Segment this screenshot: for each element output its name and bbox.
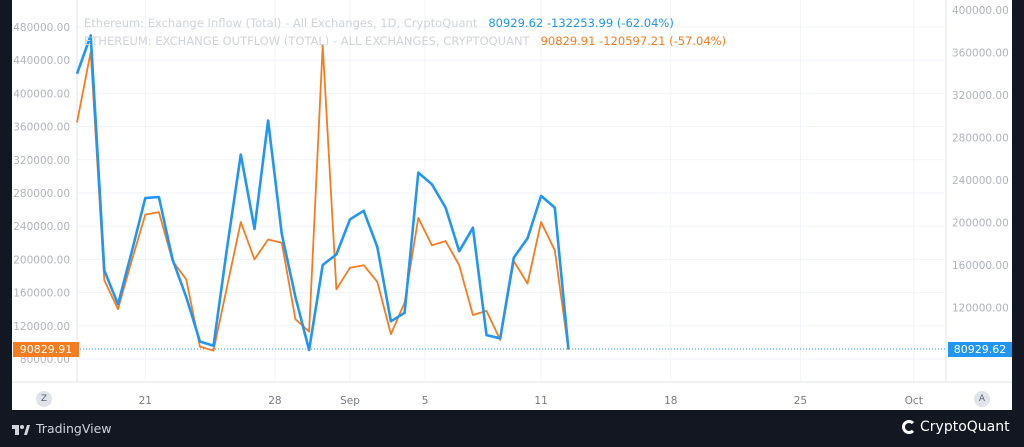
x-tick-label: 5 [422, 395, 429, 407]
left-tick-label: 200000.00 [13, 254, 70, 266]
right-tick-label: 160000.00 [952, 260, 1009, 272]
cryptoquant-icon [902, 420, 916, 434]
series-line-inflow [75, 34, 570, 352]
left-tick-label: 360000.00 [13, 122, 70, 134]
tradingview-label: TradingView [36, 421, 112, 436]
legend-inflow-name: Ethereum: Exchange Inflow (Total) - All … [84, 16, 478, 30]
right-tick-label: 120000.00 [952, 303, 1009, 315]
auto-scale-button[interactable]: A [974, 391, 990, 407]
left-tick-label: 440000.00 [13, 55, 70, 67]
legend-inflow-values: 80929.62 -132253.99 (-62.04%) [488, 16, 674, 30]
right-tick-label: 360000.00 [952, 48, 1009, 60]
right-tick-label: 200000.00 [952, 218, 1009, 230]
tradingview-logo[interactable]: TradingView [12, 421, 112, 436]
left-tick-label: 120000.00 [13, 321, 70, 333]
x-tick-label: Oct [905, 395, 923, 407]
left-tick-label: 280000.00 [13, 188, 70, 200]
x-tick-label: 25 [794, 395, 807, 407]
series-line-outflow [76, 44, 570, 352]
left-tick-label: 160000.00 [13, 288, 70, 300]
plot-area[interactable] [12, 0, 1012, 410]
cryptoquant-logo: CryptoQuant [902, 419, 1010, 435]
right-tick-label: 400000.00 [952, 5, 1009, 17]
x-tick-label: 28 [268, 395, 281, 407]
legend-outflow-values: 90829.91 -120597.21 (-57.04%) [540, 34, 727, 48]
legend-inflow: Ethereum: Exchange Inflow (Total) - All … [84, 16, 674, 30]
left-last-value-badge: 90829.91 [13, 342, 79, 357]
x-tick-label: 18 [664, 395, 677, 407]
right-tick-label: 280000.00 [952, 133, 1009, 145]
right-last-value-badge: 80929.62 [948, 342, 1012, 357]
left-tick-label: 80000.00 [20, 354, 70, 366]
legend-outflow-name: ETHEREUM: EXCHANGE OUTFLOW (TOTAL) - ALL… [84, 34, 530, 48]
x-tick-label: 11 [534, 395, 547, 407]
right-tick-label: 240000.00 [952, 175, 1009, 187]
legend-outflow: ETHEREUM: EXCHANGE OUTFLOW (TOTAL) - ALL… [84, 34, 726, 48]
zoom-button[interactable]: Z [36, 391, 52, 407]
x-tick-label: Sep [340, 395, 360, 407]
left-tick-label: 240000.00 [13, 221, 70, 233]
x-tick-label: 21 [139, 395, 152, 407]
footer-bar [0, 410, 1024, 447]
right-tick-label: 320000.00 [952, 90, 1009, 102]
tradingview-icon [12, 424, 30, 435]
left-tick-label: 320000.00 [13, 155, 70, 167]
left-tick-label: 400000.00 [13, 88, 70, 100]
left-tick-label: 480000.00 [13, 22, 70, 34]
cryptoquant-label: CryptoQuant [920, 419, 1010, 435]
